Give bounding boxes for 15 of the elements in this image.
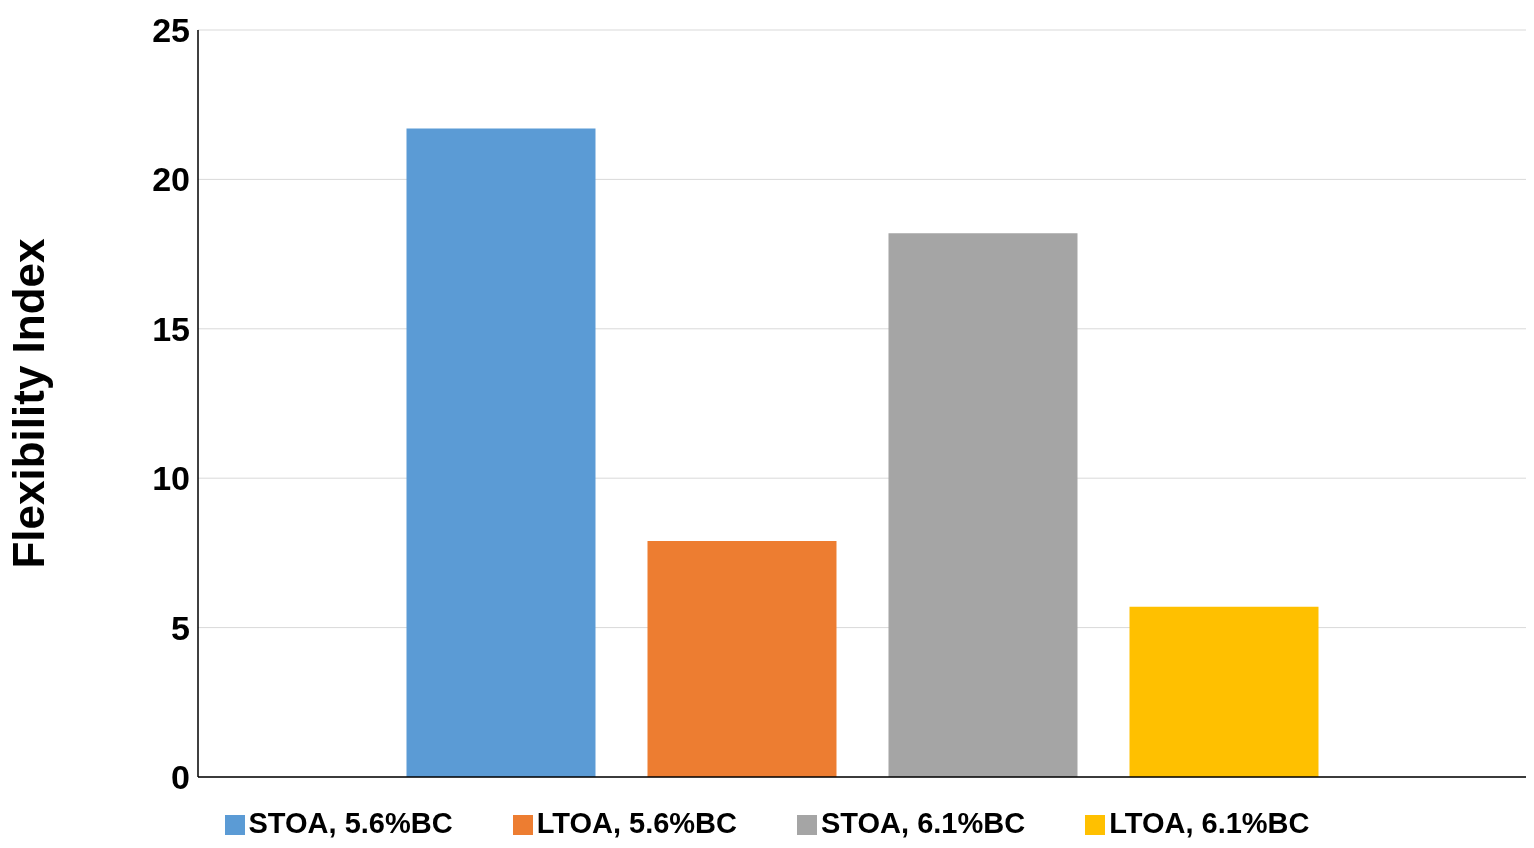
y-tick-label: 15 (152, 309, 190, 348)
y-tick-label: 20 (152, 160, 190, 199)
legend-label: STOA, 5.6%BC (248, 807, 453, 839)
legend-label: LTOA, 6.1%BC (1109, 807, 1310, 839)
y-tick-label: 25 (152, 11, 190, 50)
y-axis-title: Flexibility Index (3, 237, 53, 569)
bar (888, 233, 1078, 777)
bar (647, 540, 837, 777)
y-tick-label: 5 (171, 608, 190, 647)
legend-label: LTOA, 5.6%BC (536, 807, 737, 839)
y-tick-label: 0 (171, 758, 190, 797)
legend-label: STOA, 6.1%BC (821, 807, 1026, 839)
y-tick-label: 10 (152, 459, 190, 498)
bar (406, 128, 596, 777)
bar (1129, 606, 1319, 777)
